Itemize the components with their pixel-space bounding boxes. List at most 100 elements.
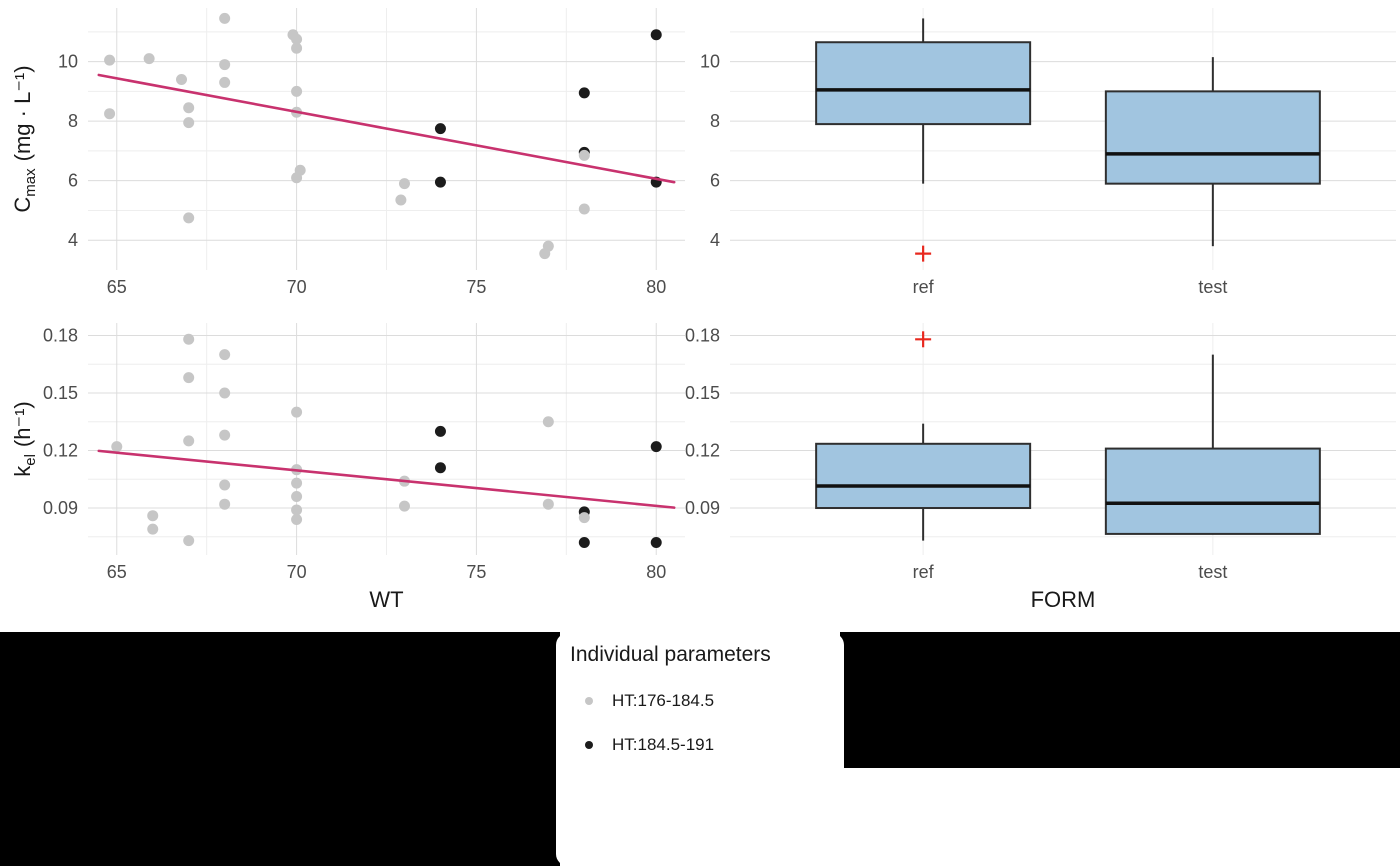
chart-kel_vs_wt: 0.09 0.12 0.15 0.18 65 70 75 80	[43, 323, 685, 582]
data-point	[291, 504, 303, 516]
data-point	[219, 349, 231, 361]
data-point	[219, 59, 231, 71]
box	[815, 41, 1032, 126]
x-tick-label: 70	[287, 277, 307, 297]
legend-item-label: HT:176-184.5	[612, 691, 715, 710]
data-point	[578, 512, 590, 524]
data-point	[291, 42, 303, 54]
data-point	[291, 477, 303, 489]
data-point	[650, 441, 662, 453]
y-tick-label: 0.15	[685, 383, 720, 403]
data-point	[183, 535, 195, 547]
x-tick-label: 80	[646, 277, 666, 297]
data-point	[650, 537, 662, 549]
data-point	[578, 537, 590, 549]
y-tick-label: 8	[710, 111, 720, 131]
data-point	[291, 406, 303, 418]
legend-item: HT:184.5-191	[570, 723, 844, 767]
data-point	[542, 416, 554, 428]
x-tick-label: test	[1198, 277, 1227, 297]
data-point	[104, 54, 116, 66]
legend-item: HT:176-184.5	[570, 679, 844, 723]
data-point	[183, 212, 195, 224]
data-point	[104, 108, 116, 120]
data-point	[395, 194, 407, 206]
data-point	[291, 172, 303, 184]
data-point	[111, 441, 123, 453]
data-point	[183, 435, 195, 447]
box	[1104, 447, 1321, 535]
legend: Individual parameters HT:176-184.5 HT:184…	[556, 633, 844, 866]
y-tick-label: 8	[68, 111, 78, 131]
data-point	[291, 85, 303, 97]
data-point	[219, 76, 231, 88]
data-point	[650, 29, 662, 41]
chart-cmax_vs_wt: 4 6 8 10 65 70 75 80	[58, 8, 685, 297]
data-point	[183, 372, 195, 384]
y-tick-label: 0.12	[43, 441, 78, 461]
legend-items: HT:176-184.5 HT:184.5-191	[570, 679, 844, 767]
data-point	[542, 498, 554, 510]
data-point	[578, 203, 590, 215]
data-point	[183, 102, 195, 114]
y-tick-label: 4	[68, 230, 78, 250]
data-point	[434, 425, 446, 437]
data-point	[219, 387, 231, 399]
legend-swatch-icon	[585, 741, 593, 749]
box	[815, 442, 1032, 510]
x-tick-label: 65	[107, 562, 127, 582]
box	[1104, 90, 1321, 185]
legend-item-label: HT:184.5-191	[612, 735, 715, 754]
data-point	[219, 12, 231, 24]
trend-line	[97, 73, 676, 184]
chart-cmax_by_form: 4 6 8 10 ref test	[700, 8, 1396, 297]
redaction-block-right	[840, 632, 1400, 768]
y-tick-label: 0.09	[43, 498, 78, 518]
x-tick-label: 70	[287, 562, 307, 582]
data-point	[291, 33, 303, 45]
x-tick-label: test	[1198, 562, 1227, 582]
data-point	[578, 87, 590, 99]
data-point	[147, 523, 159, 535]
y-tick-label: 0.12	[685, 441, 720, 461]
data-point	[147, 510, 159, 522]
y-axis-title: Cmax(mg · L⁻¹)	[10, 65, 39, 212]
y-tick-label: 0.18	[43, 325, 78, 345]
data-point	[219, 479, 231, 491]
y-axis-title: kel(h⁻¹)	[10, 401, 39, 477]
data-point	[398, 500, 410, 512]
x-tick-label: ref	[913, 562, 935, 582]
y-tick-label: 10	[58, 52, 78, 72]
trend-line	[97, 449, 676, 509]
x-axis-title: FORM	[1031, 587, 1096, 612]
data-point	[183, 333, 195, 345]
legend-swatch-icon	[585, 697, 593, 705]
y-tick-label: 0.18	[685, 325, 720, 345]
data-point	[539, 248, 551, 260]
x-tick-label: 75	[466, 562, 486, 582]
data-point	[578, 149, 590, 161]
y-tick-label: 0.15	[43, 383, 78, 403]
x-tick-label: 75	[466, 277, 486, 297]
x-tick-label: ref	[913, 277, 935, 297]
data-point	[219, 498, 231, 510]
data-point	[291, 491, 303, 503]
data-point	[143, 53, 155, 65]
data-point	[434, 123, 446, 135]
data-point	[434, 176, 446, 188]
chart-kel_by_form: 0.09 0.12 0.15 0.18 ref test	[685, 323, 1396, 582]
x-tick-label: 65	[107, 277, 127, 297]
data-point	[176, 73, 188, 85]
y-tick-label: 4	[710, 230, 720, 250]
y-tick-label: 0.09	[685, 498, 720, 518]
data-point	[398, 178, 410, 190]
redaction-block-left	[0, 632, 560, 866]
y-tick-label: 10	[700, 52, 720, 72]
x-tick-label: 80	[646, 562, 666, 582]
y-tick-label: 6	[68, 171, 78, 191]
data-point	[291, 514, 303, 526]
data-point	[219, 429, 231, 441]
data-point	[183, 117, 195, 129]
